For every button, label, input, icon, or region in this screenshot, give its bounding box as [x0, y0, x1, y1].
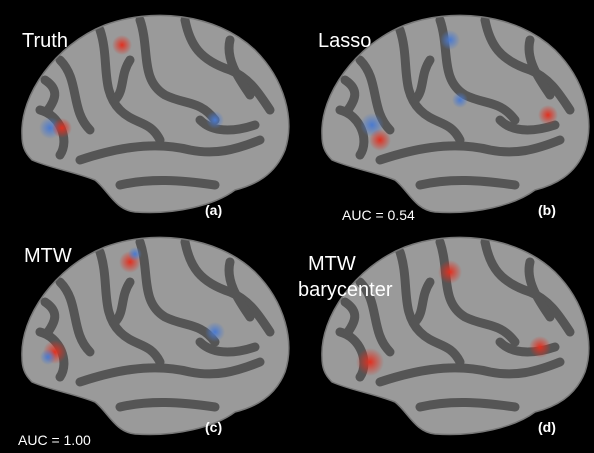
panel-d: MTW barycenter (d) [298, 237, 589, 435]
spot [440, 30, 460, 50]
spot [438, 260, 462, 284]
spot [52, 118, 72, 138]
spot [128, 247, 142, 261]
panel-a: Truth (a) [22, 15, 289, 218]
panel-label: MTW [308, 253, 356, 275]
spot [369, 129, 391, 151]
spot [452, 92, 468, 108]
panel-tag: (b) [538, 202, 556, 218]
panel-label: MTW [24, 245, 72, 267]
panel-b: Lasso (b) AUC = 0.54 [318, 15, 589, 223]
panel-label: Truth [22, 30, 68, 52]
spot [356, 348, 384, 376]
panel-label: Lasso [318, 30, 371, 52]
auc-label: AUC = 0.54 [342, 207, 415, 223]
spot [529, 336, 551, 358]
panel-tag: (a) [205, 202, 222, 218]
spot [206, 111, 224, 129]
panel-tag: (c) [205, 419, 222, 435]
spot [40, 349, 56, 365]
auc-label: AUC = 1.00 [18, 432, 91, 448]
panel-label: barycenter [298, 279, 393, 301]
spot [205, 322, 225, 342]
panel-c: MTW (c) AUC = 1.00 [18, 237, 289, 448]
spot [112, 35, 132, 55]
panel-tag: (d) [538, 419, 556, 435]
spot [538, 105, 558, 125]
